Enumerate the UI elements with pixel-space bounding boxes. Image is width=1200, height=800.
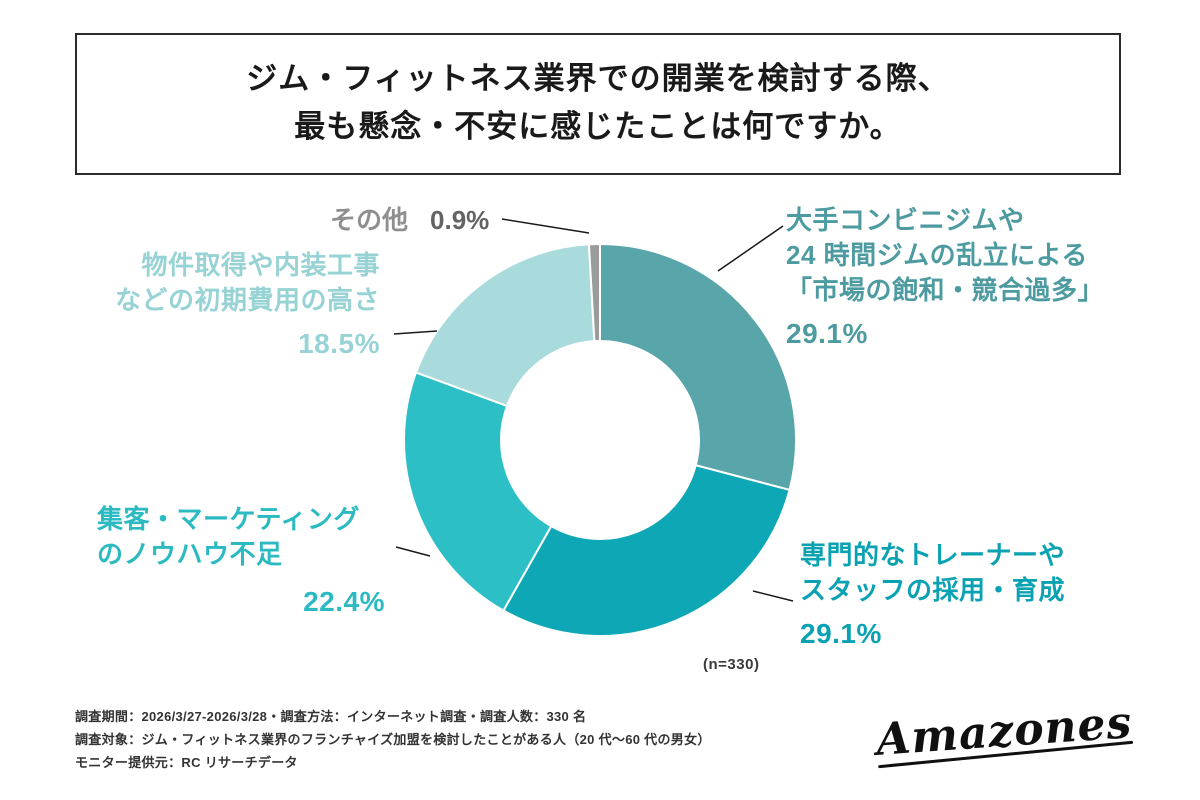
segment-label-text: のノウハウ不足 [97, 539, 283, 570]
segment-label-text: スタッフの採用・育成 [800, 575, 1066, 606]
leader-line-marketing-knowhow [395, 546, 431, 557]
survey-target-line: 調査対象：ジム・フィットネス業界のフランチャイズ加盟を検討したことがある人（20… [75, 731, 711, 747]
segment-percentage: 29.1% [800, 618, 882, 650]
segment-label-initial-cost: 物件取得や内装工事 などの初期費用の高さ 18.5% [95, 248, 380, 360]
page-title-line1: ジム・フィットネス業界での開業を検討する際、 [246, 61, 950, 96]
survey-provider-line: モニター提供元：RC リサーチデータ [75, 754, 298, 770]
segment-label-text: 「市場の飽和・競合過多」 [786, 275, 1105, 306]
segment-label-marketing-knowhow: 集客・マーケティング のノウハウ不足 22.4% [97, 502, 385, 618]
segment-label-market-saturation: 大手コンビニジムや 24 時間ジムの乱立による 「市場の飽和・競合過多」 29.… [786, 203, 1156, 350]
segment-percentage: 0.9% [430, 205, 490, 235]
segment-label-text: などの初期費用の高さ [114, 285, 380, 316]
donut-segment-other [587, 242, 601, 343]
title-box: ジム・フィットネス業界での開業を検討する際、 最も懸念・不安に感じたことは何です… [75, 33, 1121, 176]
segment-label-text: 専門的なトレーナーや [800, 540, 1066, 570]
leader-line-initial-cost [393, 330, 438, 335]
survey-notes: 調査期間：2026/3/27-2026/3/28・調査方法：インターネット調査・… [75, 706, 711, 774]
segment-label-text: 集客・マーケティング [97, 504, 360, 534]
donut-segment-marketing-knowhow [403, 371, 553, 612]
donut-segment-trainer-recruitment [502, 464, 791, 637]
segment-percentage: 22.4% [303, 586, 385, 618]
segment-label-trainer-recruitment: 専門的なトレーナーや スタッフの採用・育成 29.1% [800, 538, 1140, 650]
donut-segment-initial-cost [415, 243, 596, 407]
segment-label-text: 物件取得や内装工事 [141, 250, 380, 280]
donut-segments [403, 242, 797, 637]
segment-percentage: 29.1% [786, 318, 868, 350]
segment-label-text: 大手コンビニジムや [786, 205, 1025, 235]
segment-label-other: その他 0.9% [330, 200, 489, 237]
segment-label-text: 24 時間ジムの乱立による [786, 240, 1088, 271]
leader-line-other [501, 218, 590, 234]
leader-line-trainer-recruitment [752, 590, 794, 602]
sample-size-label: (n=330) [703, 656, 760, 673]
page-title-line2: 最も懸念・不安に感じたことは何ですか。 [294, 109, 902, 145]
segment-label-text: その他 [330, 205, 409, 235]
donut-segment-market-saturation [599, 243, 797, 491]
leader-line-market-saturation [717, 225, 784, 272]
segment-percentage: 18.5% [298, 328, 380, 360]
leader-lines [393, 218, 794, 602]
survey-period-line: 調査期間：2026/3/27-2026/3/28・調査方法：インターネット調査・… [75, 709, 587, 724]
